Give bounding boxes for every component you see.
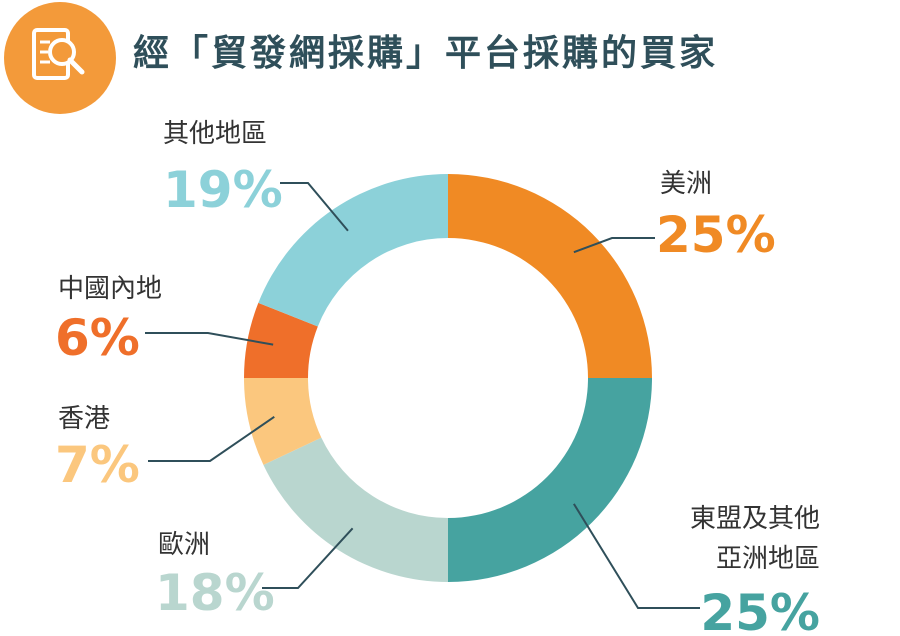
slice-label-0: 美洲 (660, 169, 712, 199)
slice-value-5: 19% (163, 161, 283, 219)
slice-label-4: 中國內地 (58, 274, 162, 304)
document-search-icon (32, 28, 85, 80)
chart-title: 經「貿發網採購」平台採購的買家 (133, 33, 719, 74)
slice-label-3: 香港 (58, 404, 110, 434)
slice-label-1: 亞洲地區 (716, 544, 820, 574)
slice-4 (244, 302, 318, 378)
leader-line-4 (145, 332, 274, 346)
slice-label-2: 歐洲 (158, 530, 210, 560)
leader-line-1 (573, 503, 700, 609)
leader-line-0 (573, 237, 655, 254)
slice-value-2: 18% (155, 564, 275, 622)
slice-label-1: 東盟及其他 (690, 504, 820, 534)
slice-value-1: 25% (700, 584, 820, 636)
slice-0 (448, 174, 652, 378)
slice-label-5: 其他地區 (163, 119, 267, 149)
slice-2 (263, 437, 448, 582)
slice-value-4: 6% (55, 309, 140, 367)
leader-line-3 (148, 416, 275, 462)
slice-value-0: 25% (656, 206, 776, 264)
slice-value-3: 7% (55, 436, 140, 494)
slice-3 (244, 378, 322, 465)
leader-line-2 (262, 527, 354, 589)
slice-5 (258, 174, 448, 327)
slice-1 (448, 378, 652, 582)
header-badge (4, 2, 116, 114)
leader-line-5 (280, 182, 349, 232)
